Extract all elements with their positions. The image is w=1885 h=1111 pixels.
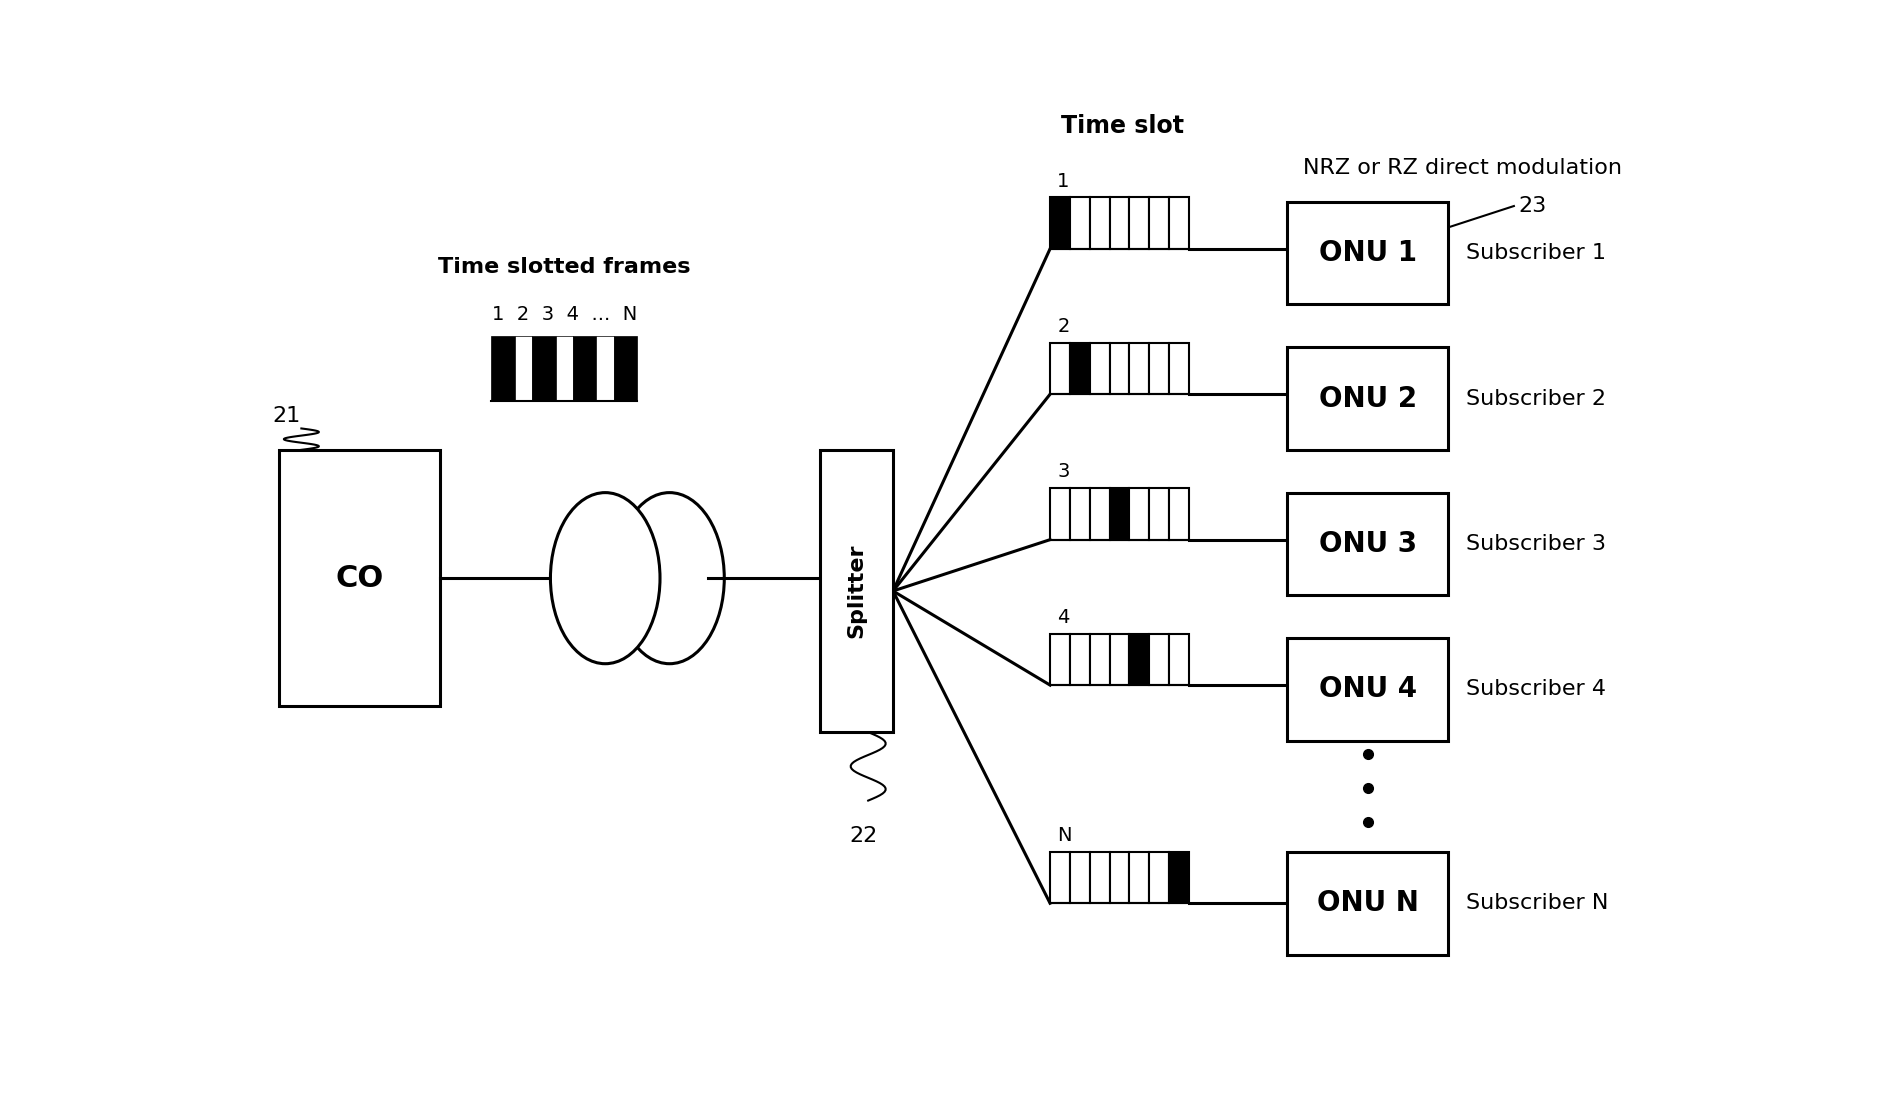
Text: Splitter: Splitter [846,543,867,638]
Text: ONU 2: ONU 2 [1320,384,1418,412]
Bar [573,337,596,401]
Bar [1169,198,1189,249]
Bar [1050,633,1071,685]
Bar [1129,852,1150,903]
Bar [1050,852,1071,903]
Text: NRZ or RZ direct modulation: NRZ or RZ direct modulation [1303,158,1623,178]
Bar [1110,198,1129,249]
Bar [1071,489,1090,540]
Text: Subscriber N: Subscriber N [1467,893,1608,913]
Bar [1150,198,1169,249]
Bar [532,337,556,401]
Bar [1090,198,1110,249]
Bar [1129,343,1150,394]
Text: 1  2  3  4  ...  N: 1 2 3 4 ... N [492,304,637,323]
Ellipse shape [615,492,724,663]
Bar [1050,198,1071,249]
Bar [1071,343,1090,394]
Bar [1110,343,1129,394]
Text: ONU 1: ONU 1 [1320,239,1418,267]
Text: Time slotted frames: Time slotted frames [437,257,690,277]
Bar [515,337,532,401]
Text: Subscriber 1: Subscriber 1 [1467,243,1606,263]
Bar [1129,198,1150,249]
Bar [1050,489,1071,540]
Text: 23: 23 [1517,196,1546,216]
Bar [1050,343,1071,394]
Text: 3: 3 [1057,462,1071,481]
Bar [1169,852,1189,903]
Text: 21: 21 [271,406,300,426]
Bar [1287,638,1448,741]
Bar [1169,633,1189,685]
Bar [1071,633,1090,685]
Text: ONU N: ONU N [1318,889,1419,918]
Bar [1169,343,1189,394]
Bar [1129,489,1150,540]
Bar [1150,633,1169,685]
Text: Subscriber 4: Subscriber 4 [1467,679,1606,700]
Bar [1090,489,1110,540]
Bar [1169,489,1189,540]
Text: CO: CO [336,563,385,592]
Bar [1287,492,1448,595]
Bar [1287,348,1448,450]
Bar [1150,489,1169,540]
Bar [492,337,515,401]
Ellipse shape [550,492,660,663]
Text: Subscriber 3: Subscriber 3 [1467,534,1606,554]
Text: Time slot: Time slot [1061,113,1184,138]
Text: 2: 2 [1057,317,1071,336]
Bar [1287,852,1448,954]
Text: N: N [1057,827,1073,845]
Bar [1090,633,1110,685]
Bar [1150,852,1169,903]
Bar [1287,202,1448,304]
Bar [1110,633,1129,685]
Bar [1090,343,1110,394]
Bar [1110,489,1129,540]
Text: Subscriber 2: Subscriber 2 [1467,389,1606,409]
Text: 4: 4 [1057,608,1071,627]
Bar [556,337,573,401]
Text: ONU 3: ONU 3 [1320,530,1418,558]
Bar [820,450,893,732]
Bar [1071,852,1090,903]
Text: 1: 1 [1057,171,1071,191]
Bar [596,337,615,401]
Bar [1071,198,1090,249]
Bar [1129,633,1150,685]
Bar [1150,343,1169,394]
Text: ONU 4: ONU 4 [1320,675,1418,703]
Bar [1090,852,1110,903]
Bar [1110,852,1129,903]
Bar [615,337,637,401]
Bar [279,450,439,707]
Text: 22: 22 [850,827,878,847]
